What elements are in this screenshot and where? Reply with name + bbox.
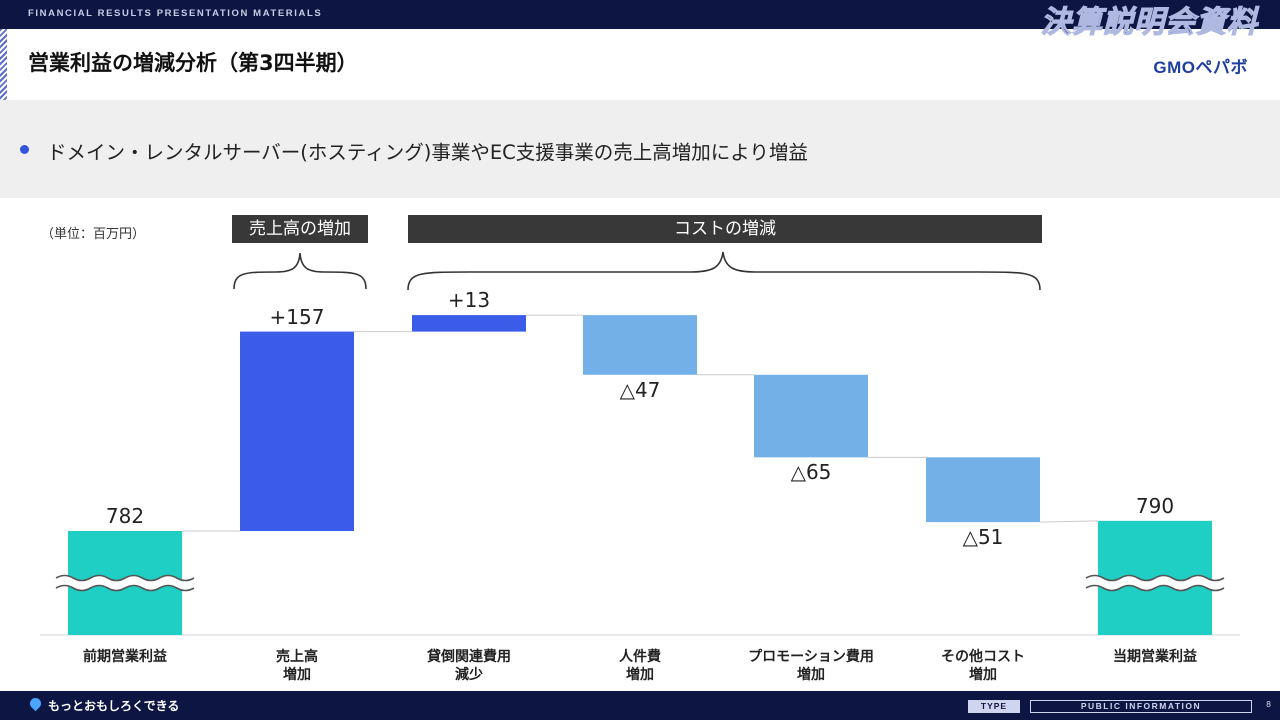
sales-group-label: 売上高の増加 bbox=[232, 215, 368, 243]
banner-text: FINANCIAL RESULTS PRESENTATION MATERIALS bbox=[28, 8, 323, 19]
axis-break-fill-6 bbox=[1086, 575, 1224, 591]
axis-break-fill-0 bbox=[56, 575, 194, 591]
value-label-5: △51 bbox=[962, 525, 1004, 550]
category-label-4: プロモーション費用 増加 bbox=[748, 649, 874, 683]
bullet-icon bbox=[20, 145, 29, 154]
company-logo: GMOペパボ bbox=[1153, 58, 1248, 77]
value-label-6: 790 bbox=[1135, 493, 1175, 518]
axis-break-top-6 bbox=[1085, 574, 1225, 582]
category-label-6: 当期営業利益 bbox=[1113, 649, 1197, 665]
title-stripe bbox=[0, 29, 7, 100]
category-label-5: その他コスト 増加 bbox=[941, 649, 1025, 683]
category-label-0: 前期営業利益 bbox=[83, 649, 167, 665]
bar-5 bbox=[926, 457, 1040, 523]
axis-break-bottom-6 bbox=[1085, 584, 1225, 592]
category-label-1: 売上高 増加 bbox=[276, 649, 318, 683]
cost-group-label: コストの増減 bbox=[408, 215, 1042, 243]
bar-2 bbox=[412, 315, 526, 332]
unit-label: （単位：百万円） bbox=[41, 227, 146, 242]
page-title: 営業利益の増減分析（第3四半期） bbox=[28, 51, 358, 75]
type-value: PUBLIC INFORMATION bbox=[1030, 700, 1252, 713]
axis-break-top-0 bbox=[55, 574, 195, 582]
bar-1 bbox=[240, 331, 354, 531]
value-label-2: +13 bbox=[447, 288, 491, 313]
category-label-2: 貸倒関連費用 減少 bbox=[427, 649, 511, 683]
footer-bar: もっとおもしろくできる TYPE PUBLIC INFORMATION 8 bbox=[0, 691, 1280, 720]
footer-slogan: もっとおもしろくできる bbox=[48, 699, 180, 713]
cost-brace bbox=[407, 251, 1041, 291]
badge-text: 決算説明会資料 bbox=[1040, 4, 1258, 40]
type-label: TYPE bbox=[968, 700, 1020, 713]
page-number: 8 bbox=[1266, 700, 1272, 709]
lead-band bbox=[0, 100, 1280, 198]
value-label-1: +157 bbox=[269, 304, 325, 329]
value-label-3: △47 bbox=[619, 377, 661, 402]
category-label-3: 人件費 増加 bbox=[619, 649, 661, 683]
bar-3 bbox=[583, 315, 697, 375]
sales-brace bbox=[233, 252, 367, 290]
connector-5 bbox=[1039, 520, 1099, 523]
location-pin-icon bbox=[27, 695, 44, 712]
axis-break-bottom-0 bbox=[55, 584, 195, 592]
lead-text: ドメイン・レンタルサーバー(ホスティング)事業やEC支援事業の売上高増加により増… bbox=[47, 141, 808, 164]
top-banner: FINANCIAL RESULTS PRESENTATION MATERIALS… bbox=[0, 0, 1280, 41]
value-label-0: 782 bbox=[105, 504, 145, 528]
bar-4 bbox=[754, 374, 868, 458]
value-label-4: △65 bbox=[790, 460, 832, 485]
